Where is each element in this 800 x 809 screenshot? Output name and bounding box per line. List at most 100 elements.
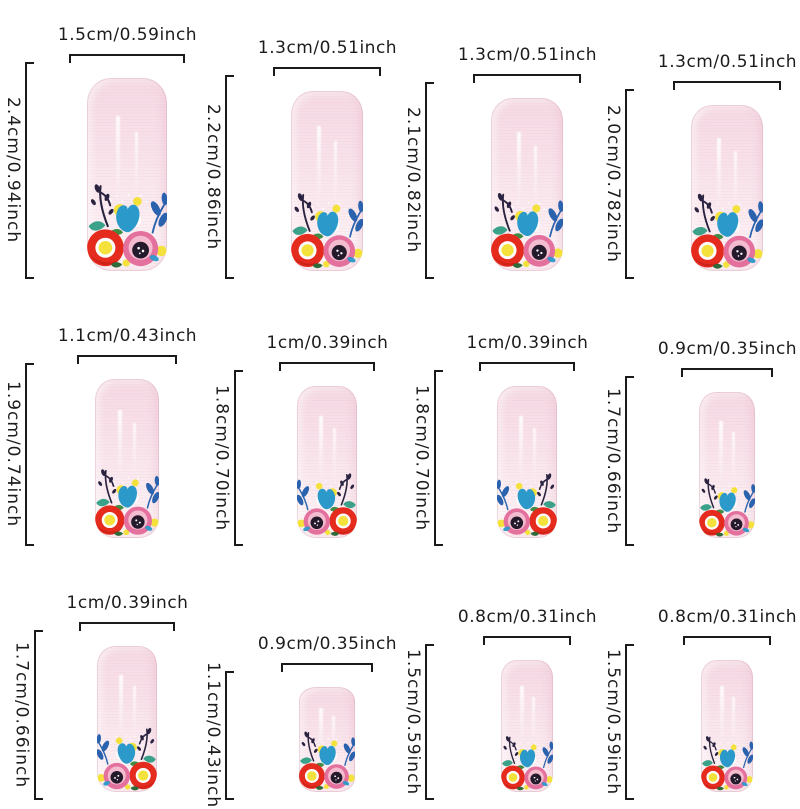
teal-leaf <box>543 501 557 509</box>
height-bracket <box>24 62 34 279</box>
height-measurement-label: 1.8cm/0.70inch <box>211 384 232 532</box>
height-bracket-group: 2.2cm/0.86inch <box>203 75 234 279</box>
height-bracket <box>33 630 43 800</box>
height-bracket <box>624 89 634 279</box>
height-measurement-label: 1.7cm/0.66inch <box>602 387 623 535</box>
cyan-leaves <box>518 488 536 510</box>
nail-column: 1cm/0.39inch <box>267 333 389 546</box>
height-bracket-group: 1.8cm/0.70inch <box>412 370 443 546</box>
cyan-leaves <box>318 488 336 510</box>
height-bracket <box>424 82 434 279</box>
blue-leaves <box>348 200 364 232</box>
lace-dots <box>508 480 544 493</box>
red-flower <box>87 229 125 267</box>
branch-stems <box>99 185 112 228</box>
width-measurement-label: 0.8cm/0.31inch <box>457 607 598 627</box>
width-measurement-label: 1.3cm/0.51inch <box>457 45 598 65</box>
press-on-nail <box>691 105 764 271</box>
height-measurement-label: 1.7cm/0.66inch <box>11 641 32 789</box>
cyan-sprig <box>145 525 153 531</box>
pink-rose <box>124 506 153 535</box>
cyan-sprig <box>743 527 750 532</box>
pink-rose <box>123 231 159 267</box>
dark-green-leaf <box>517 786 525 791</box>
height-bracket <box>224 671 234 800</box>
flower-art <box>87 184 168 268</box>
blue-stem <box>543 749 553 769</box>
press-on-nail <box>491 98 564 271</box>
blue-leaves <box>542 741 554 764</box>
width-bracket <box>473 74 582 83</box>
height-measurement-label: 1.5cm/0.59inch <box>602 648 623 796</box>
dark-green-leaf <box>114 531 124 536</box>
press-on-nail <box>97 646 158 792</box>
pink-rose <box>104 762 131 789</box>
teal-leaf <box>692 226 709 235</box>
blue-leaves <box>744 483 756 508</box>
flower-art <box>95 469 160 536</box>
dark-green-leaf <box>713 263 724 269</box>
lace-dots <box>307 201 350 216</box>
blue-stem <box>549 211 562 238</box>
height-bracket-group: 2.0cm/0.782inch <box>603 89 634 279</box>
dark-green-leaf <box>111 262 123 268</box>
pink-rose <box>724 510 750 536</box>
nail-size-cell: 1.9cm/0.74inch 1.1cm/0.43inch <box>0 326 200 546</box>
height-bracket <box>224 75 234 279</box>
height-bracket-group: 2.4cm/0.94inch <box>3 62 34 279</box>
nail-column: 1cm/0.39inch <box>67 593 189 800</box>
cyan-leaves <box>118 742 136 764</box>
dark-green-leaf <box>331 531 340 536</box>
nail-column: 1.5cm/0.59inch <box>58 25 197 279</box>
blue-leaves <box>151 192 168 228</box>
width-measurement-label: 1.5cm/0.59inch <box>57 25 198 45</box>
red-flower <box>529 507 558 535</box>
nail-column: 1.3cm/0.51inch <box>458 45 597 279</box>
press-on-nail <box>299 687 356 792</box>
height-measurement-label: 1.1cm/0.43inch <box>202 662 223 809</box>
press-on-nail <box>87 78 168 271</box>
cyan-leaves <box>116 204 140 233</box>
height-bracket <box>624 644 634 800</box>
flower-art <box>97 727 158 790</box>
nail-column: 1.3cm/0.51inch <box>658 52 797 279</box>
dark-green-leaf <box>717 786 725 791</box>
width-measurement-label: 0.9cm/0.35inch <box>657 339 798 359</box>
height-bracket-group: 1.1cm/0.43inch <box>203 662 234 809</box>
blue-stem <box>499 488 510 511</box>
blue-leaves <box>297 479 310 506</box>
press-on-nail <box>497 386 558 538</box>
pink-rose <box>304 508 331 535</box>
teal-leaf <box>702 760 714 767</box>
width-measurement-label: 1cm/0.39inch <box>266 333 389 353</box>
width-bracket <box>483 636 572 645</box>
dark-green-leaf <box>316 786 325 791</box>
blue-leaves <box>497 479 510 506</box>
blue-leaves <box>742 741 754 764</box>
blue-stem <box>743 749 753 769</box>
branch-stems <box>105 469 115 504</box>
cyan-leaves <box>118 485 138 508</box>
nail-column: 1cm/0.39inch <box>467 333 589 546</box>
nail-size-cell: 2.4cm/0.94inch 1.5cm/0.59inch <box>0 25 200 279</box>
height-bracket <box>24 363 34 546</box>
width-bracket <box>673 81 782 90</box>
teal-leaf <box>292 226 309 235</box>
dark-green-leaf <box>531 531 540 536</box>
height-bracket-group: 1.8cm/0.70inch <box>212 370 243 546</box>
height-bracket-group: 1.7cm/0.66inch <box>12 630 43 800</box>
lace-dots <box>507 201 550 216</box>
red-flower <box>699 509 726 536</box>
dark-green-leaf <box>313 263 324 269</box>
branch-stems <box>502 194 514 232</box>
nail-size-cell: 1.5cm/0.59inch 0.8cm/0.31inch <box>400 607 600 800</box>
blue-leaves <box>344 737 356 762</box>
red-flower <box>299 763 326 790</box>
height-bracket <box>624 376 634 546</box>
width-measurement-label: 1cm/0.39inch <box>466 333 589 353</box>
press-on-nail <box>297 386 358 538</box>
cyan-sprig <box>542 782 549 787</box>
red-flower <box>291 233 325 267</box>
teal-leaf <box>96 498 111 507</box>
flower-art <box>501 736 554 791</box>
